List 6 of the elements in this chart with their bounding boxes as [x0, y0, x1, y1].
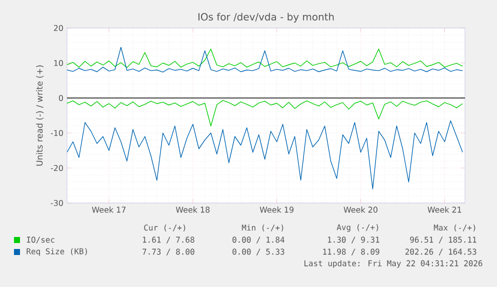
line-series	[67, 46, 463, 72]
y-axis-title: Units read (-) / write (+)	[36, 65, 44, 166]
line-series	[67, 48, 463, 68]
chart-title: IOs for /dev/vda - by month	[198, 12, 334, 22]
line-series	[67, 120, 463, 190]
line-series	[67, 100, 463, 126]
